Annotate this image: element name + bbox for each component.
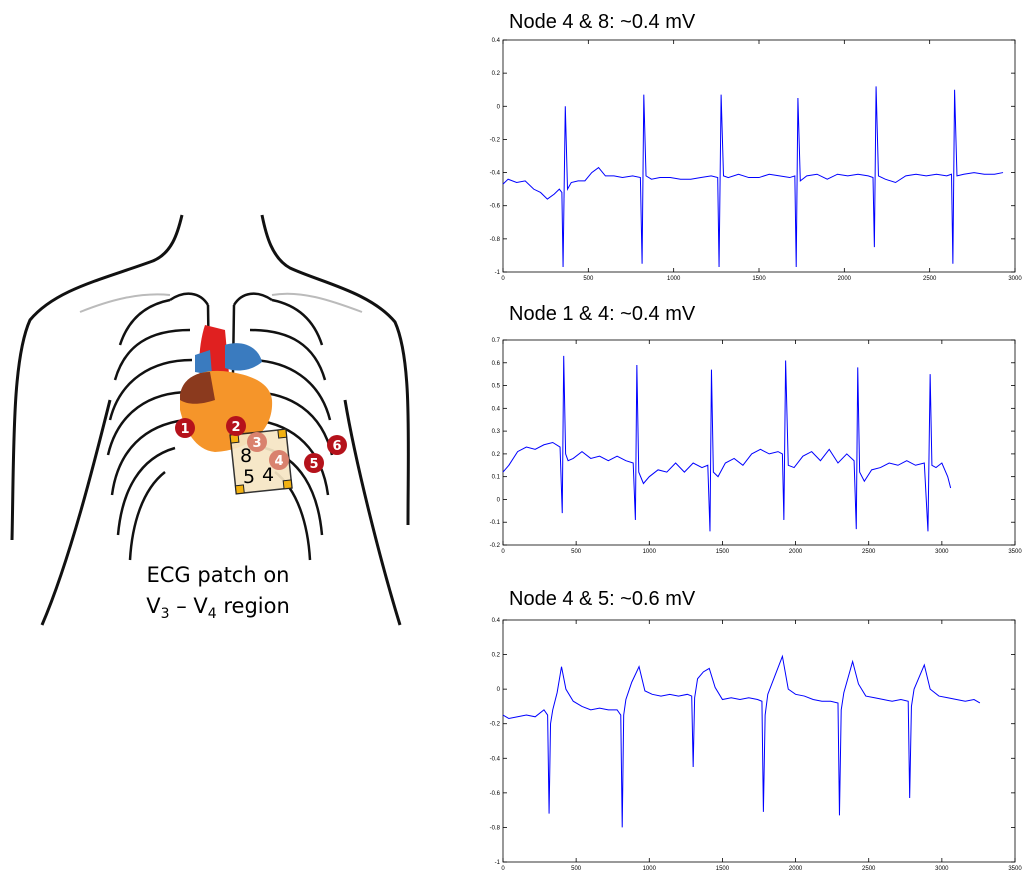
x-tick-label: 1000 xyxy=(643,549,657,555)
electrode xyxy=(175,418,195,438)
electrode-label: 1 xyxy=(180,422,189,437)
y-tick-label: -0.1 xyxy=(490,520,501,526)
x-tick-label: 1500 xyxy=(716,866,730,872)
x-tick-label: 2000 xyxy=(789,549,803,555)
x-tick-label: 2500 xyxy=(862,866,876,872)
electrode-label: 3 xyxy=(252,436,261,451)
x-tick-label: 1500 xyxy=(752,276,766,282)
ecg-patch xyxy=(229,428,293,495)
chart-title: Node 4 & 5: ~0.6 mV xyxy=(509,588,696,610)
x-tick-label: 1000 xyxy=(667,276,681,282)
caption-part: V xyxy=(146,594,161,618)
x-tick-label: 0 xyxy=(501,549,505,555)
y-tick-label: 0.4 xyxy=(492,618,501,624)
x-tick-label: 2000 xyxy=(789,866,803,872)
y-tick-label: 0.2 xyxy=(492,653,501,659)
x-tick-label: 500 xyxy=(583,276,594,282)
caption-part: region xyxy=(217,594,290,618)
y-tick-label: -0.2 xyxy=(490,722,501,728)
ecg-trace xyxy=(502,654,981,828)
chest-illustration: 1 2 3 4 5 6 8 5 4 ECG patch on V3 – V4 r… xyxy=(10,214,410,626)
x-tick-label: 0 xyxy=(501,866,505,872)
x-tick-label: 2500 xyxy=(923,276,937,282)
ecg-trace xyxy=(502,86,1004,268)
torso xyxy=(10,214,410,626)
y-tick-label: -0.4 xyxy=(490,171,501,177)
caption-subscript: 3 xyxy=(161,606,170,622)
x-tick-label: 500 xyxy=(571,866,582,872)
electrode-label: 4 xyxy=(274,454,283,469)
electrode xyxy=(304,453,324,473)
x-tick-label: 2000 xyxy=(838,276,852,282)
electrode-label: 6 xyxy=(332,439,341,454)
y-tick-label: 0 xyxy=(497,104,501,110)
x-tick-label: 0 xyxy=(501,276,505,282)
y-tick-label: 0.2 xyxy=(492,452,501,458)
y-tick-label: -0.6 xyxy=(490,791,501,797)
patch-label: 8 xyxy=(240,445,252,467)
x-tick-label: 3500 xyxy=(1008,866,1022,872)
y-tick-label: 0.4 xyxy=(492,406,501,412)
x-tick-label: 1000 xyxy=(643,866,657,872)
x-tick-label: 3000 xyxy=(935,549,949,555)
x-tick-label: 3500 xyxy=(1008,549,1022,555)
ecg-trace xyxy=(502,355,952,532)
y-tick-label: 0.7 xyxy=(492,338,501,344)
plot-frame xyxy=(502,339,1016,546)
y-tick-label: 0.3 xyxy=(492,429,501,435)
patch-label: 5 xyxy=(243,466,255,488)
x-tick-label: 2500 xyxy=(862,549,876,555)
plot-frame xyxy=(502,39,1016,273)
x-tick-label: 1500 xyxy=(716,549,730,555)
y-tick-label: 0 xyxy=(497,497,501,503)
caption: V3 – V4 region xyxy=(146,594,290,622)
y-tick-label: -0.4 xyxy=(490,756,501,762)
electrode-label: 5 xyxy=(309,457,318,472)
chart-title: Node 1 & 4: ~0.4 mV xyxy=(509,303,696,325)
patch-label: 4 xyxy=(262,464,274,486)
x-tick-label: 500 xyxy=(571,549,582,555)
y-tick-label: -0.6 xyxy=(490,204,501,210)
electrode xyxy=(327,435,347,455)
electrode xyxy=(226,416,246,436)
electrode xyxy=(269,450,289,470)
y-tick-label: -0.2 xyxy=(490,137,501,143)
chart-title: Node 4 & 8: ~0.4 mV xyxy=(509,11,696,33)
y-tick-label: 0.2 xyxy=(492,71,501,77)
y-tick-label: 0 xyxy=(497,687,501,693)
caption: ECG patch on xyxy=(146,563,289,587)
electrode xyxy=(247,432,267,452)
x-tick-label: 3000 xyxy=(935,866,949,872)
electrodes: 1 2 3 4 5 6 xyxy=(175,416,347,473)
y-tick-label: -0.2 xyxy=(490,543,501,549)
y-tick-label: 0.1 xyxy=(492,475,501,481)
x-tick-label: 3000 xyxy=(1008,276,1022,282)
heart xyxy=(180,325,273,452)
y-tick-label: -1 xyxy=(495,270,501,276)
y-tick-label: -0.8 xyxy=(490,237,501,243)
y-tick-label: -1 xyxy=(495,860,501,866)
y-tick-label: 0.4 xyxy=(492,38,501,44)
clavicles xyxy=(79,292,363,313)
electrode-label: 2 xyxy=(231,420,240,435)
caption-subscript: 4 xyxy=(208,606,217,622)
caption-part: – V xyxy=(170,594,209,618)
y-tick-label: 0.6 xyxy=(492,361,501,367)
plot-frame xyxy=(502,619,1016,863)
y-tick-label: -0.8 xyxy=(490,825,501,831)
y-tick-label: 0.5 xyxy=(492,384,501,390)
